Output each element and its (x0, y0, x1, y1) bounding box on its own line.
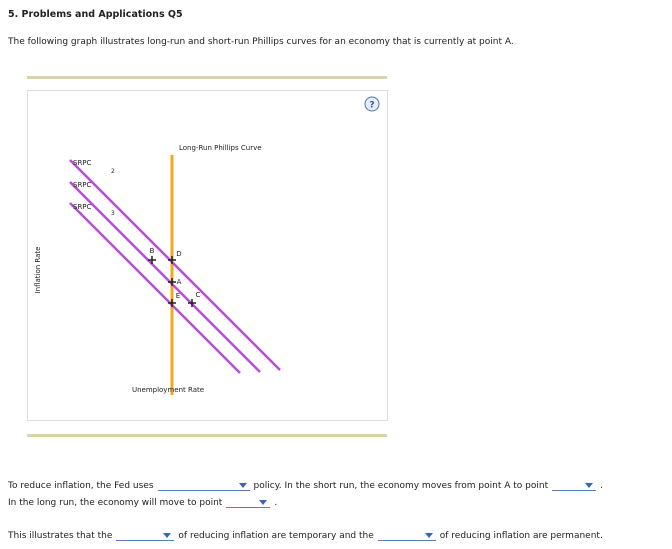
srpc-label: SRPC (73, 159, 92, 167)
point-marker (148, 256, 156, 264)
point-label: A (177, 278, 182, 286)
point-label: B (150, 247, 155, 255)
y-axis-label: Inflation Rate (34, 247, 42, 294)
point-label: D (176, 250, 181, 258)
srpc-subscript: 3 (111, 210, 115, 217)
dropdown[interactable] (552, 479, 597, 491)
intro: The following graph illustrates long-run… (8, 37, 514, 47)
title: 5. Problems and Applications Q5 (8, 9, 183, 20)
point-label: C (196, 291, 201, 299)
x-axis-label: Unemployment Rate (132, 386, 204, 394)
srpc-line (69, 159, 281, 371)
divider (27, 76, 387, 79)
dropdown[interactable] (226, 496, 271, 508)
dropdown[interactable] (157, 479, 250, 491)
point-marker (188, 299, 196, 307)
srpc-label: SRPC (73, 203, 92, 211)
graph-frame (27, 90, 388, 421)
question-text: of reducing inflation are permanent. (439, 531, 603, 541)
point-marker (168, 256, 176, 264)
question-line: In the long run, the economy will move t… (8, 496, 277, 508)
srpc-line (69, 181, 261, 373)
lrpc-label: Long-Run Phillips Curve (179, 144, 262, 152)
srpc-label: SRPC (73, 181, 92, 189)
question-line: This illustrates that the of reducing in… (8, 529, 603, 541)
question-line: To reduce inflation, the Fed uses policy… (8, 479, 603, 491)
point-label: E (176, 292, 180, 300)
help-icon[interactable]: ? (369, 101, 374, 111)
graph: ? Long-Run Phillips Curve SRPC 2 SRPC SR… (27, 90, 388, 421)
srpc-line (69, 202, 241, 374)
srpc-subscript: 2 (111, 168, 115, 175)
question-text: . (274, 498, 278, 508)
help-button[interactable]: ? (364, 96, 380, 112)
point-marker (168, 278, 176, 286)
dropdown[interactable] (377, 529, 436, 541)
question-text: To reduce inflation, the Fed uses (8, 481, 154, 491)
question-text: policy. In the short run, the economy mo… (253, 481, 549, 491)
dropdown[interactable] (116, 529, 175, 541)
question-text: In the long run, the economy will move t… (8, 498, 223, 508)
question-text: of reducing inflation are temporary and … (178, 531, 374, 541)
question-text: This illustrates that the (8, 531, 113, 541)
question-text: . (600, 481, 603, 491)
point-marker (168, 299, 176, 307)
divider (27, 434, 387, 437)
